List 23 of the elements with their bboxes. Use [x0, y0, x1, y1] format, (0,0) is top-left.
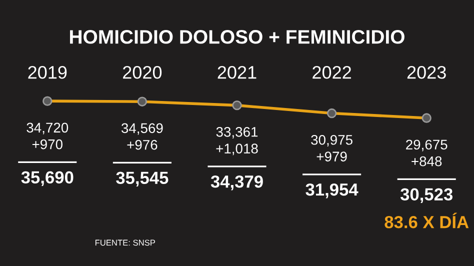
- text: 35,690: [21, 171, 74, 186]
- x-tick-label: 2021: [218, 66, 256, 79]
- text: 30,975: [311, 134, 352, 146]
- text: +848: [412, 156, 442, 166]
- text: 34,569: [121, 123, 163, 135]
- text: +970: [32, 139, 62, 150]
- text: 83.6 X DÍA: [384, 212, 469, 228]
- text: +1,018: [216, 144, 258, 156]
- text: 31,954: [306, 183, 358, 198]
- text: 34,720: [26, 122, 68, 134]
- text: 33,361: [216, 126, 258, 138]
- text: +976: [127, 140, 158, 150]
- text: 29,675: [406, 140, 448, 152]
- x-tick-label: 2019: [28, 66, 67, 79]
- x-tick-label: 2022: [312, 66, 351, 79]
- x-tick-label: 2023: [407, 66, 446, 79]
- x-tick-label: 2020: [123, 66, 162, 79]
- source-note: FUENTE: SNSP: [95, 240, 156, 246]
- text: 35,545: [116, 172, 168, 187]
- text: 30,523: [400, 188, 453, 203]
- text: +979: [316, 152, 347, 162]
- text: 34,379: [210, 175, 263, 190]
- chart-title: HOMICIDIO DOLOSO + FEMINICIDIO: [70, 30, 404, 44]
